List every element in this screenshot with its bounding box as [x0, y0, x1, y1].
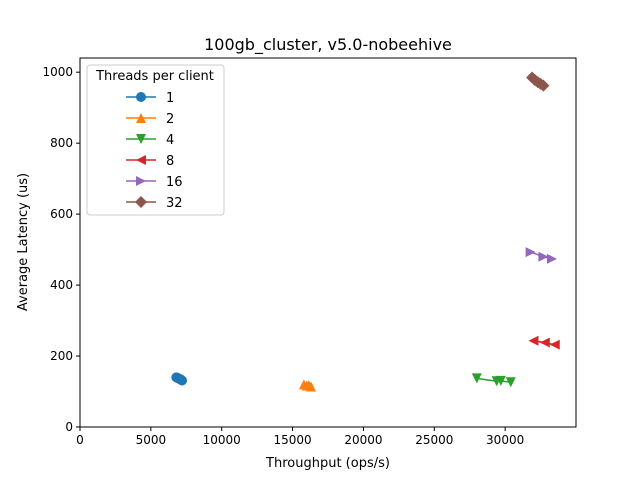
- data-point: [539, 337, 550, 348]
- legend-marker: [136, 113, 146, 123]
- x-tick-label: 0: [76, 433, 84, 447]
- x-tick-label: 5000: [136, 433, 167, 447]
- legend: Threads per client 1 2 4 8 16 32: [86, 64, 225, 216]
- x-tick-label: 30000: [486, 433, 524, 447]
- legend-item-4: 4: [126, 133, 174, 148]
- series-32: [526, 71, 550, 92]
- legend-marker: [136, 92, 146, 102]
- data-point: [495, 375, 506, 386]
- legend-label: 16: [166, 175, 183, 190]
- legend-marker: [135, 196, 147, 208]
- legend-item-32: 32: [126, 196, 183, 211]
- x-axis-ticks: 0 5000 10000 15000 20000 25000 30000: [76, 427, 524, 447]
- legend-item-2: 2: [126, 112, 174, 127]
- legend-item-16: 16: [126, 175, 183, 190]
- x-tick-label: 15000: [273, 433, 311, 447]
- series-8: [528, 335, 560, 350]
- x-tick-label: 25000: [415, 433, 453, 447]
- axes-frame: [79, 57, 577, 428]
- y-tick-label: 600: [50, 207, 73, 221]
- series-4: [471, 373, 516, 388]
- legend-label: 8: [166, 154, 174, 169]
- legend-items: 1 2 4 8 16 32: [126, 91, 183, 211]
- data-point: [177, 375, 188, 386]
- data-point: [471, 373, 482, 384]
- y-tick-label: 0: [65, 420, 73, 434]
- series-2: [298, 379, 316, 392]
- y-tick-label: 400: [50, 278, 73, 292]
- data-point: [538, 251, 549, 262]
- legend-marker: [136, 176, 146, 186]
- legend-label: 2: [166, 112, 174, 127]
- legend-title: Threads per client: [95, 69, 214, 84]
- legend-item-8: 8: [126, 154, 174, 169]
- x-tick-label: 20000: [344, 433, 382, 447]
- legend-marker: [136, 155, 146, 165]
- legend-label: 4: [166, 133, 174, 148]
- chart-title: 100gb_cluster, v5.0-nobeehive: [204, 35, 452, 55]
- data-point: [528, 335, 539, 346]
- y-tick-label: 800: [50, 136, 73, 150]
- series-16: [525, 247, 557, 264]
- y-axis-label: Average Latency (us): [16, 173, 31, 311]
- plot-area: 0 5000 10000 15000 20000 25000 30000 0 200 400 600…: [42, 57, 577, 447]
- legend-item-1: 1: [126, 91, 174, 106]
- legend-label: 1: [166, 91, 174, 106]
- data-point: [546, 253, 557, 264]
- data-point: [505, 377, 516, 388]
- series-1: [171, 372, 188, 386]
- legend-marker: [136, 134, 146, 144]
- data-point: [525, 247, 536, 258]
- y-tick-label: 1000: [42, 65, 73, 79]
- data-point: [305, 381, 316, 392]
- legend-box: [86, 64, 225, 216]
- data-point: [537, 79, 550, 92]
- x-tick-label: 10000: [203, 433, 241, 447]
- legend-label: 32: [166, 196, 183, 211]
- y-axis-ticks: 0 200 400 600 800 1000: [42, 65, 80, 434]
- y-tick-label: 200: [50, 349, 73, 363]
- data-point: [549, 339, 560, 350]
- x-axis-label: Throughput (ops/s): [265, 456, 390, 471]
